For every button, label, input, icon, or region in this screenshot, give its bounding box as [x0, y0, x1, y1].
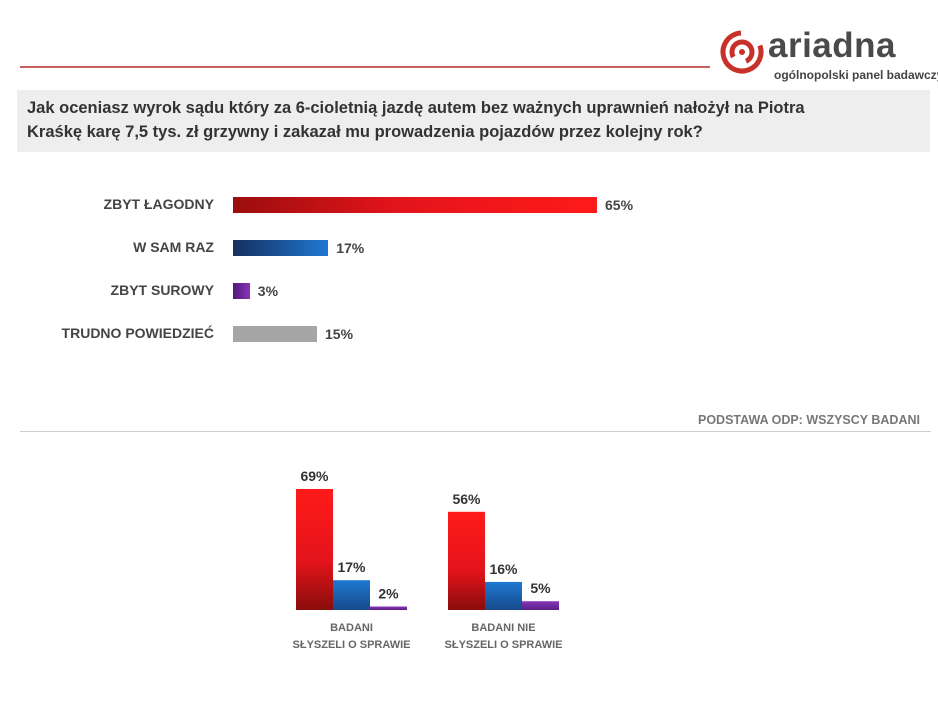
segment-group-label: BADANI SŁYSZELI O SPRAWIE [272, 620, 432, 654]
base-note: PODSTAWA ODP: WSZYSCY BADANI [697, 413, 920, 427]
segment-bar-value: 5% [530, 580, 551, 596]
segment-bar [485, 581, 522, 610]
bar-category-label: ZBYT SUROWY [110, 282, 214, 298]
segment-bar-value: 16% [489, 561, 518, 577]
header-divider [20, 66, 710, 68]
segment-bar [333, 580, 370, 610]
segment-group-label: BADANI NIE SŁYSZELI O SPRAWIE [424, 620, 584, 654]
segment-bar [296, 489, 333, 610]
bar-category-label: ZBYT ŁAGODNY [103, 196, 214, 212]
bar-category-label: TRUDNO POWIEDZIEĆ [61, 325, 214, 341]
segment-bar-value: 2% [378, 585, 399, 601]
segment-bar [448, 511, 485, 610]
segment-group-label-line-1: BADANI NIE [471, 622, 536, 634]
question-line-2: Kraśkę karę 7,5 tys. zł grzywny i zakaza… [27, 123, 703, 141]
ariadna-logo: ariadna ogólnopolski panel badawczy [718, 26, 938, 86]
survey-question: Jak oceniasz wyrok sądu który za 6-ciole… [17, 90, 930, 152]
segment-group-label-line-1: BADANI [330, 622, 373, 634]
ariadna-spiral-icon [720, 30, 764, 74]
bar-0 [233, 197, 597, 213]
segment-bar-value: 17% [337, 559, 366, 575]
bar-1 [233, 240, 329, 256]
bar-value-label: 65% [605, 197, 634, 213]
segment-bar-value: 69% [300, 468, 329, 484]
bar-category-label: W SAM RAZ [133, 239, 214, 255]
logo-tagline: ogólnopolski panel badawczy [774, 68, 938, 82]
segment-group-label-line-2: SŁYSZELI O SPRAWIE [444, 639, 563, 651]
section-divider [20, 431, 931, 432]
bar-value-label: 3% [257, 283, 279, 299]
bar-value-label: 17% [336, 240, 365, 256]
logo-wordmark: ariadna [768, 26, 896, 65]
bar-3 [233, 326, 317, 342]
bar-value-label: 15% [325, 326, 354, 342]
segment-bar [522, 601, 559, 610]
segment-bar [370, 606, 407, 610]
segment-group-label-line-2: SŁYSZELI O SPRAWIE [292, 639, 411, 651]
question-line-1: Jak oceniasz wyrok sądu który za 6-ciole… [27, 99, 805, 117]
bar-2 [233, 283, 250, 299]
segment-bar-value: 56% [452, 491, 481, 507]
